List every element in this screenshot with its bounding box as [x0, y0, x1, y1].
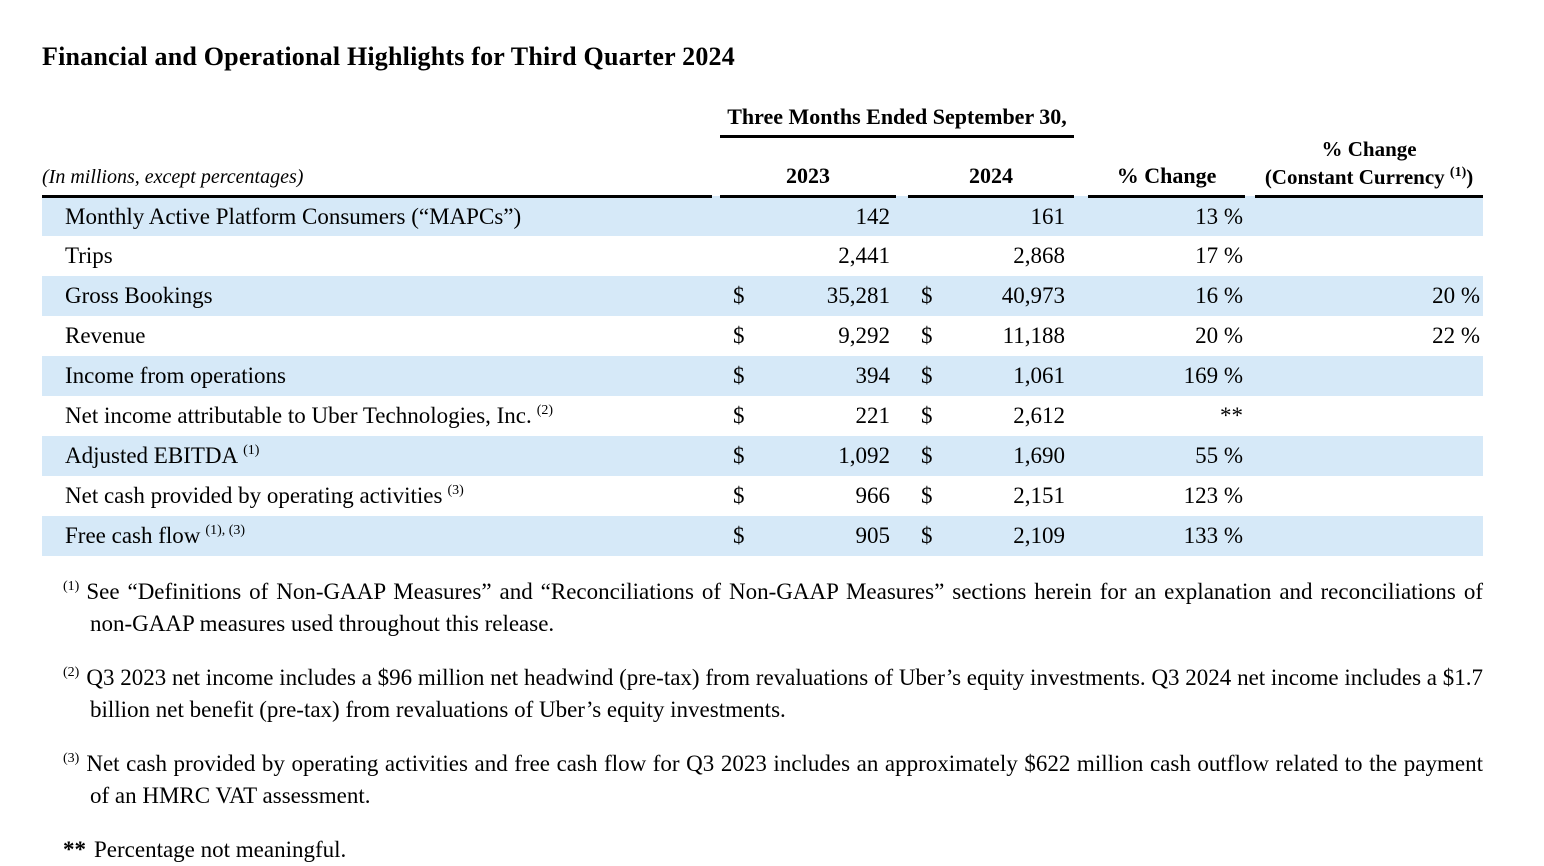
row-footnote-ref: (3) [447, 483, 464, 499]
row-footnote-ref: (2) [536, 403, 554, 419]
currency-symbol: $ [921, 323, 933, 348]
currency-symbol: $ [733, 523, 745, 548]
value-2024: 1,690 [1013, 443, 1066, 468]
currency-symbol: $ [733, 403, 745, 428]
pct-change-cc-value [1255, 436, 1484, 476]
highlights-table: Three Months Ended September 30, (In mil… [42, 104, 1484, 556]
value-2024: 2,612 [1013, 403, 1066, 428]
currency-symbol: $ [921, 403, 933, 428]
pct-change-value: ** [1220, 403, 1244, 428]
row-label: Adjusted EBITDA [65, 443, 239, 468]
column-group-row: Three Months Ended September 30, [42, 104, 1483, 138]
footnotes-section: (1) See “Definitions of Non-GAAP Measures… [42, 576, 1483, 866]
value-2023: 35,281 [826, 283, 890, 308]
pct-change-value: 16 % [1088, 276, 1246, 316]
value-2023: 9,292 [838, 323, 890, 348]
footnote-2: (2) Q3 2023 net income includes a $96 mil… [42, 662, 1483, 726]
footnote-marker: (1) [63, 579, 80, 595]
value-2024: 11,188 [1002, 323, 1066, 348]
pct-change-cc-value: 22 % [1432, 323, 1481, 348]
value-2024: 2,151 [1013, 483, 1066, 508]
pct-change-cc-value [1255, 196, 1484, 236]
value-2023: 221 [855, 403, 891, 428]
footnote-double-asterisk: ** Percentage not meaningful. [42, 834, 1483, 866]
value-2024: 161 [1030, 203, 1066, 229]
footnote-text: Q3 2023 net income includes a $96 millio… [86, 665, 1483, 722]
row-label: Trips [65, 243, 113, 268]
currency-symbol: $ [921, 443, 933, 468]
value-2023: 394 [855, 363, 891, 388]
value-2023: 1,092 [838, 443, 890, 468]
row-label: Free cash flow [65, 523, 201, 548]
footnote-marker: ** [63, 837, 86, 862]
currency-symbol: $ [733, 443, 745, 468]
footnote-3: (3) Net cash provided by operating activi… [42, 748, 1483, 812]
value-2024: 2,868 [1013, 243, 1066, 268]
value-2024: 1,061 [1013, 363, 1066, 388]
row-label: Monthly Active Platform Consumers (“MAPC… [65, 203, 522, 229]
value-2023: 966 [855, 483, 891, 508]
currency-symbol: $ [733, 363, 745, 388]
value-2023: 142 [855, 203, 891, 229]
column-group-header: Three Months Ended September 30, [720, 104, 1075, 138]
table-row-income-from-operations: Income from operations $394 $1,061 169 % [42, 356, 1484, 396]
table-row-net-income: Net income attributable to Uber Technolo… [42, 396, 1483, 436]
pct-change-value: 55 % [1088, 436, 1246, 476]
pct-change-value: 169 % [1088, 356, 1246, 396]
currency-symbol: $ [921, 483, 933, 508]
row-label: Revenue [65, 323, 146, 348]
pct-change-cc-value [1255, 396, 1483, 436]
row-footnote-ref: (1), (3) [205, 523, 246, 539]
value-2023: 905 [855, 523, 891, 548]
currency-symbol: $ [733, 323, 745, 348]
pct-change-value: 123 % [1183, 483, 1244, 508]
footnote-1: (1) See “Definitions of Non-GAAP Measures… [42, 576, 1483, 640]
value-2023: 2,441 [838, 243, 890, 268]
table-row-net-cash-operating: Net cash provided by operating activitie… [42, 476, 1483, 516]
currency-symbol: $ [733, 483, 745, 508]
pct-change-cc-value [1255, 476, 1483, 516]
column-header-pct-change-constant-currency: % Change (Constant Currency (1)) [1255, 136, 1484, 198]
value-2024: 40,973 [1001, 283, 1066, 308]
column-header-2023: 2023 [720, 136, 896, 198]
pct-change-cc-value: 20 % [1255, 276, 1484, 316]
row-label: Net cash provided by operating activitie… [65, 483, 443, 508]
table-row-mapcs: Monthly Active Platform Consumers (“MAPC… [42, 196, 1484, 236]
table-row-gross-bookings: Gross Bookings $35,281 $40,973 16 % 20 % [42, 276, 1484, 316]
footnote-marker: (2) [63, 665, 80, 681]
column-header-2024: 2024 [908, 136, 1075, 198]
currency-symbol: $ [733, 283, 745, 308]
currency-symbol: $ [921, 283, 933, 308]
pct-change-cc-value [1255, 356, 1484, 396]
currency-symbol: $ [921, 363, 933, 388]
footnote-text: Net cash provided by operating activitie… [86, 751, 1483, 808]
pct-change-value: 20 % [1195, 323, 1244, 348]
footnote-text: Percentage not meaningful. [94, 837, 347, 862]
table-row-trips: Trips 2,441 2,868 17 % [42, 236, 1483, 276]
pct-change-value: 17 % [1195, 243, 1244, 268]
row-label: Net income attributable to Uber Technolo… [65, 403, 532, 428]
table-row-free-cash-flow: Free cash flow (1), (3) $905 $2,109 133 % [42, 516, 1484, 556]
pct-change-value: 13 % [1088, 196, 1246, 236]
page-title: Financial and Operational Highlights for… [42, 42, 735, 71]
table-row-revenue: Revenue $9,292 $11,188 20 % 22 % [42, 316, 1483, 356]
footnote-ref-1: (1) [1449, 164, 1467, 180]
unit-note: (In millions, except percentages) [42, 136, 712, 198]
value-2024: 2,109 [1013, 523, 1066, 548]
row-label: Gross Bookings [65, 283, 213, 308]
column-header-pct-change: % Change [1088, 136, 1246, 198]
column-header-row: (In millions, except percentages) 2023 2… [42, 136, 1484, 198]
currency-symbol: $ [921, 523, 933, 548]
footnote-marker: (3) [63, 751, 80, 767]
row-footnote-ref: (1) [243, 443, 260, 459]
pct-change-cc-value [1255, 516, 1484, 556]
row-label: Income from operations [65, 363, 286, 388]
pct-change-value: 133 % [1088, 516, 1246, 556]
footnote-text: See “Definitions of Non-GAAP Measures” a… [86, 579, 1483, 636]
table-row-adjusted-ebitda: Adjusted EBITDA (1) $1,092 $1,690 55 % [42, 436, 1484, 476]
pct-change-cc-value [1255, 236, 1483, 276]
